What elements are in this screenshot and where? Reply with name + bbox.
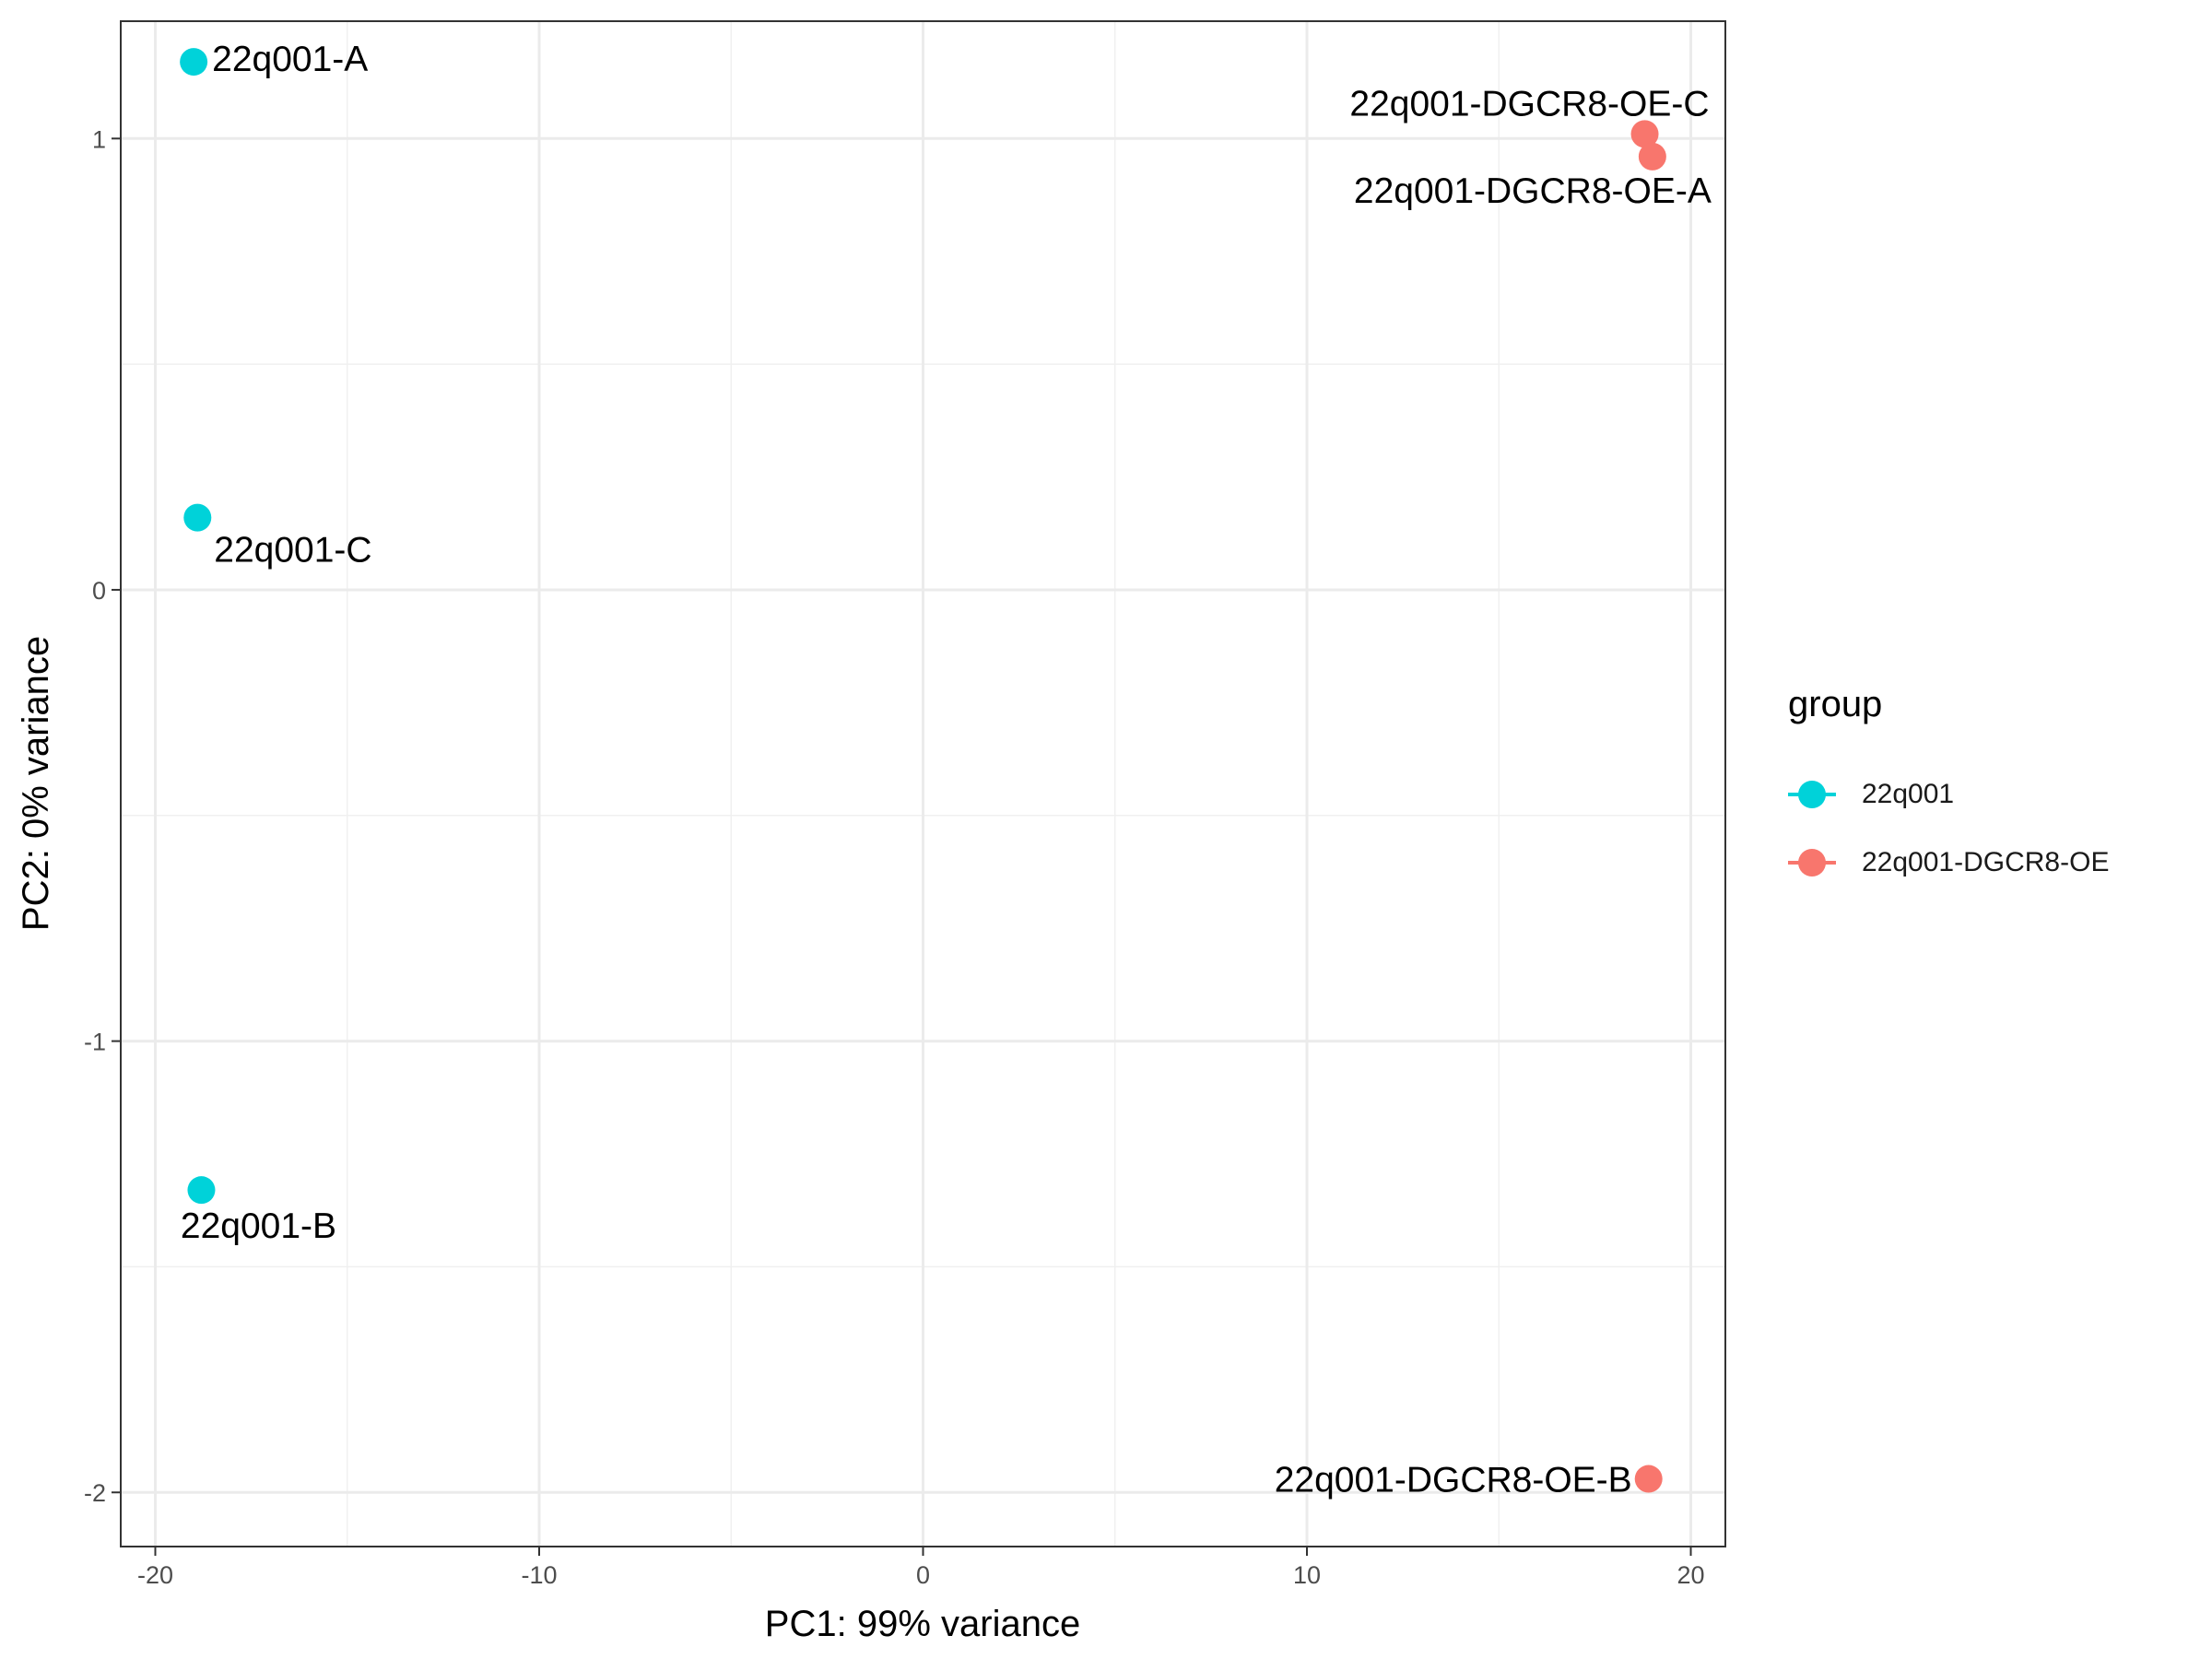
point-22q001-dgcr8-oe-a [1638,142,1666,171]
x-tick-label: 0 [916,1561,930,1589]
x-tick-label: 10 [1293,1561,1321,1589]
point-label-22q001-dgcr8-oe-c: 22q001-DGCR8-OE-C [1349,84,1709,124]
x-tick-label: -20 [137,1561,173,1589]
x-tick-label: 20 [1677,1561,1704,1589]
point-label-22q001-a: 22q001-A [212,40,368,79]
y-tick-label: 1 [92,125,106,153]
legend-item-22q001: 22q001 [1788,760,2109,829]
point-label-22q001-c: 22q001-C [214,531,371,571]
legend-key-22q001-dgcr8-oe [1788,839,1836,887]
y-tick-label: -1 [84,1029,106,1056]
legend: group 22q001 22q001-DGCR8-OE [1788,684,2109,897]
axis-ticks: -20 -10 0 10 20-2-101 [84,125,1705,1589]
point-22q001-dgcr8-oe-b [1634,1465,1663,1493]
x-tick-label: -10 [521,1561,557,1589]
legend-label-22q001: 22q001 [1862,779,1955,809]
x-axis-label: PC1: 99% variance [765,1604,1080,1644]
legend-key-22q001 [1788,771,1836,818]
point-22q001-dgcr8-oe-c [1630,120,1659,148]
point-22q001-c [183,503,212,532]
legend-dot [1798,849,1826,877]
legend-title: group [1788,684,1883,724]
data-points [180,48,1666,1493]
y-tick-label: -2 [84,1479,106,1507]
point-label-22q001-dgcr8-oe-b: 22q001-DGCR8-OE-B [1275,1461,1632,1500]
y-axis-label: PC2: 0% variance [16,636,56,931]
grid-lines [121,21,1725,1547]
point-22q001-a [180,48,208,76]
point-label-22q001-b: 22q001-B [181,1206,336,1246]
legend-label-22q001-dgcr8-oe: 22q001-DGCR8-OE [1862,847,2110,877]
legend-item-22q001-dgcr8-oe: 22q001-DGCR8-OE [1788,829,2109,897]
legend-dot [1798,781,1826,808]
point-22q001-b [187,1176,216,1205]
y-tick-label: 0 [92,577,106,605]
point-labels: 22q001-A 22q001-C 22q001-B 22q001-DGCR8-OE-… [181,40,1712,1500]
point-label-22q001-dgcr8-oe-a: 22q001-DGCR8-OE-A [1354,171,1712,211]
